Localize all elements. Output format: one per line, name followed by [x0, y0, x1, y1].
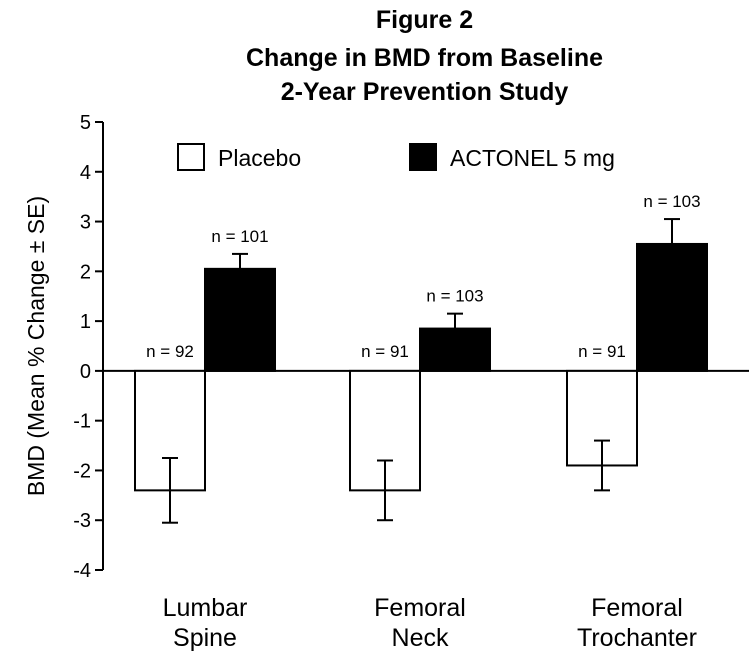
- category-label: Femoral: [591, 594, 683, 622]
- category-label: Neck: [392, 624, 449, 652]
- category-label: Lumbar: [163, 594, 248, 622]
- category-label: Femoral: [374, 594, 466, 622]
- n-label: n = 91: [361, 342, 409, 361]
- n-label: n = 92: [146, 342, 194, 361]
- y-tick-label: -4: [73, 560, 91, 582]
- n-label: n = 103: [643, 192, 700, 211]
- y-axis-label: BMD (Mean % Change ± SE): [23, 196, 49, 496]
- legend-swatch: [177, 143, 205, 171]
- y-tick-label: -2: [73, 460, 91, 482]
- y-tick-label: -3: [73, 510, 91, 532]
- y-tick-label: -1: [73, 411, 91, 433]
- n-label: n = 101: [211, 227, 268, 246]
- category-label: Spine: [173, 624, 237, 652]
- y-tick-label: 0: [80, 361, 91, 383]
- figure-label: Figure 2: [375, 6, 474, 34]
- legend-swatch: [409, 143, 437, 171]
- y-tick-label: 2: [80, 261, 91, 283]
- chart-subtitle: 2-Year Prevention Study: [280, 78, 569, 106]
- y-tick-label: 5: [80, 112, 91, 134]
- y-tick-label: 4: [80, 162, 91, 184]
- n-label: n = 103: [426, 287, 483, 306]
- category-label: Trochanter: [577, 624, 697, 652]
- chart-title: Change in BMD from Baseline: [246, 44, 603, 72]
- legend-label: ACTONEL 5 mg: [450, 145, 615, 171]
- y-tick-label: 1: [80, 311, 91, 333]
- legend-label: Placebo: [218, 145, 301, 171]
- y-tick-label: 3: [80, 212, 91, 234]
- n-label: n = 91: [578, 342, 626, 361]
